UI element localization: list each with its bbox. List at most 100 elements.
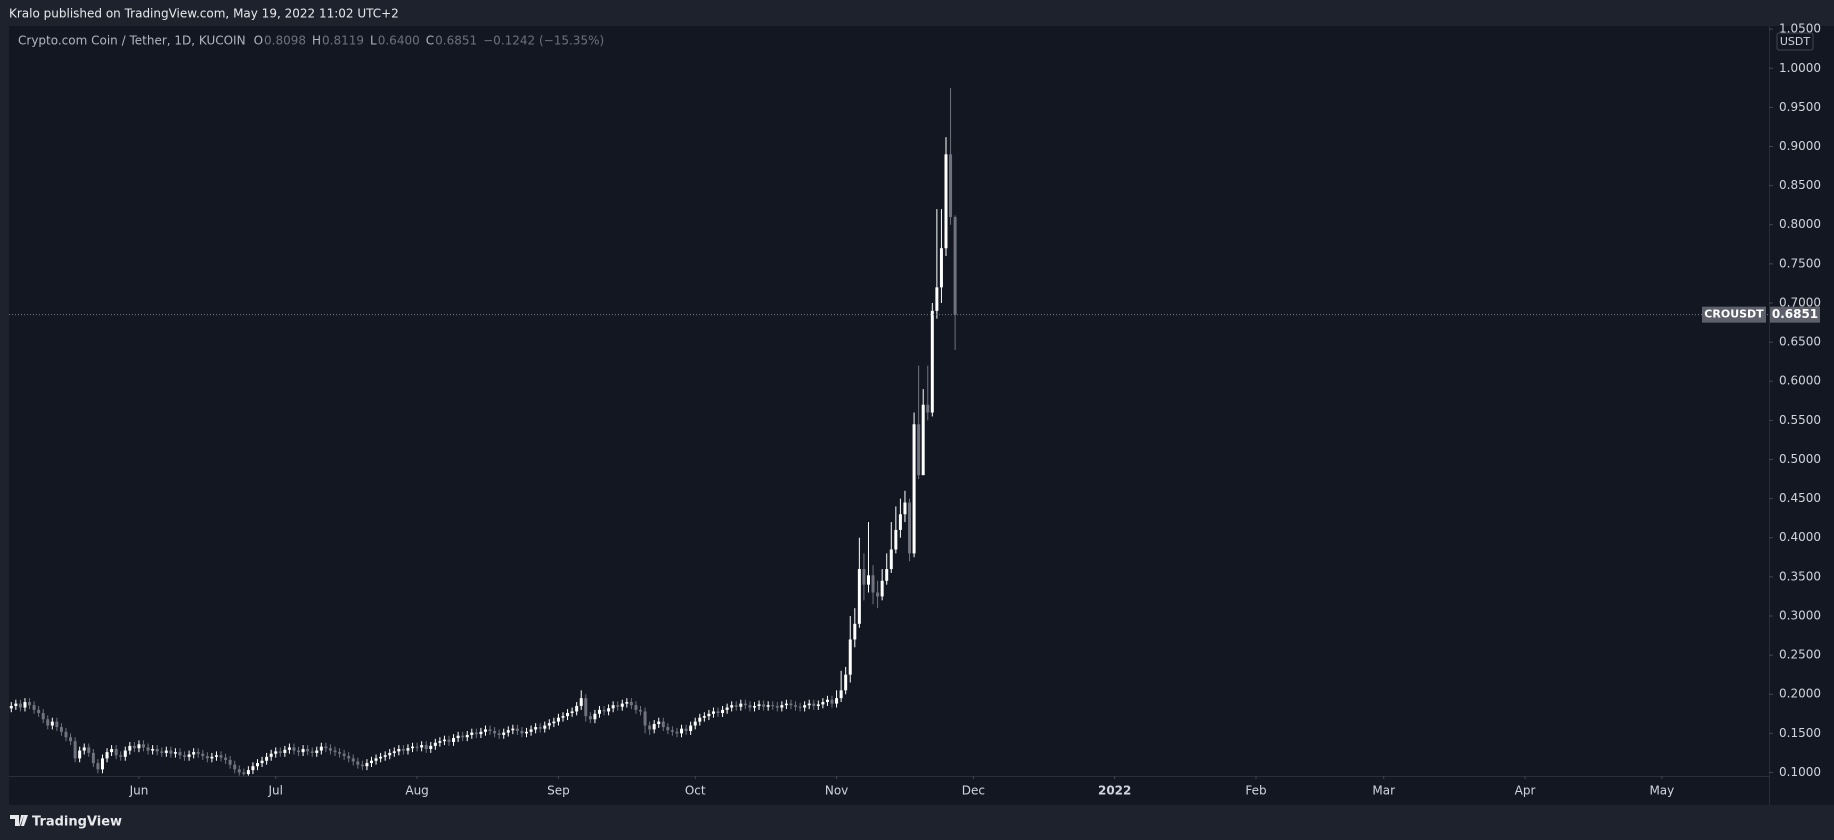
candle-body <box>739 703 743 707</box>
y-tick-label: 0.1500 <box>1779 726 1821 740</box>
candle-body <box>566 713 570 717</box>
y-tick-label: 0.6000 <box>1779 374 1821 388</box>
candle-body <box>447 739 451 742</box>
candle-body <box>324 746 328 749</box>
candle-body <box>853 623 857 640</box>
candle-body <box>675 731 679 734</box>
candle-body <box>871 575 875 593</box>
candle-body <box>930 310 934 413</box>
legend-key: C <box>426 34 434 48</box>
candle-body <box>835 698 839 704</box>
symbol-box <box>1702 306 1766 323</box>
y-tick-label: 0.3000 <box>1779 608 1821 622</box>
y-tick-label: 0.4500 <box>1779 491 1821 505</box>
candle-body <box>520 731 524 734</box>
candle-body <box>100 758 104 770</box>
candle-body <box>898 514 902 530</box>
candle-body <box>511 728 515 731</box>
candles <box>9 87 1769 776</box>
candle-body <box>91 752 95 764</box>
candle-body <box>534 727 538 730</box>
candle-body <box>629 702 633 706</box>
candle-body <box>648 725 652 730</box>
candle-body <box>620 703 624 707</box>
x-tick-label: May <box>1649 784 1674 798</box>
candle-body <box>639 709 643 712</box>
candle-body <box>711 711 715 714</box>
candle-body <box>538 727 542 729</box>
y-tick-label: 0.8500 <box>1779 178 1821 192</box>
candle-body <box>784 703 788 706</box>
candle-body <box>602 709 606 712</box>
candle-body <box>661 721 665 728</box>
candle-body <box>433 742 437 746</box>
x-tick-label: Nov <box>825 784 848 798</box>
candle-body <box>192 752 196 755</box>
candle-body <box>780 705 784 708</box>
x-tick-label: Feb <box>1245 784 1266 798</box>
candle-body <box>246 770 250 775</box>
candle-body <box>903 502 907 515</box>
footer-brand: TradingView <box>32 815 122 830</box>
candle-body <box>379 756 383 759</box>
candle-body <box>383 755 387 757</box>
candle-body <box>816 704 820 706</box>
candle-body <box>420 745 424 748</box>
candle-body <box>821 702 825 705</box>
candle-body <box>201 753 205 757</box>
candle-body <box>155 749 159 752</box>
candle-body <box>543 725 547 729</box>
candle-body <box>196 752 200 754</box>
candle-body <box>515 728 519 732</box>
candle-body <box>37 709 41 714</box>
candle-body <box>442 739 446 742</box>
candle-body <box>297 750 301 753</box>
candle-body <box>242 772 246 775</box>
candle-body <box>611 705 615 709</box>
candle-body <box>953 217 957 315</box>
logo-icon <box>10 815 28 826</box>
candle-body <box>917 424 921 476</box>
legend-value: 0.8119 <box>322 34 364 48</box>
candle-body <box>493 731 497 734</box>
candle-body <box>96 763 100 770</box>
candle-body <box>55 721 59 728</box>
candle-body <box>123 750 127 757</box>
candle-body <box>278 751 282 753</box>
symbol-label: CROUSDT <box>1704 308 1764 321</box>
candle-body <box>128 745 132 751</box>
candle-body <box>292 747 296 751</box>
candle-body <box>287 747 291 750</box>
price-label: 0.6851 <box>1772 307 1818 321</box>
candle-body <box>9 705 13 709</box>
candle-body <box>401 749 405 751</box>
candle-body <box>743 703 747 706</box>
candle-body <box>570 711 574 714</box>
publish-line: Kralo published on TradingView.com, May … <box>9 7 399 21</box>
y-tick-label: 0.9500 <box>1779 100 1821 114</box>
candle-body <box>415 746 419 748</box>
y-tick-label: 1.0500 <box>1779 22 1821 36</box>
candle-body <box>775 705 779 708</box>
candle-body <box>734 705 738 707</box>
y-tick-label: 0.7500 <box>1779 256 1821 270</box>
candle-body <box>388 752 392 756</box>
footer-logo: TradingView <box>10 815 122 830</box>
candle-body <box>301 749 305 753</box>
y-tick-label: 0.8000 <box>1779 217 1821 231</box>
y-tick-label: 0.3500 <box>1779 569 1821 583</box>
x-tick-label: Apr <box>1515 784 1536 798</box>
candle-body <box>880 580 884 597</box>
candle-body <box>283 749 287 753</box>
candle-body <box>28 702 32 706</box>
candle-body <box>219 755 223 758</box>
candle-body <box>926 404 930 413</box>
candle-body <box>698 717 702 722</box>
candle-body <box>406 748 410 751</box>
candle-body <box>921 404 925 476</box>
candle-body <box>452 738 456 742</box>
candle-body <box>707 713 711 717</box>
legend-key: O <box>254 34 263 48</box>
